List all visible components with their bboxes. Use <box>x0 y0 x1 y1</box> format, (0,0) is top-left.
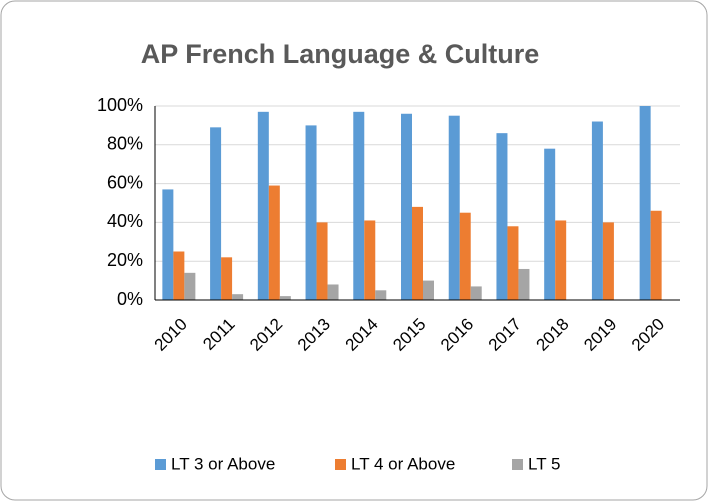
bar <box>268 185 280 300</box>
bar <box>279 296 291 300</box>
bar <box>305 125 317 301</box>
legend-label: LT 4 or Above <box>351 454 455 473</box>
bar <box>459 212 471 300</box>
bar <box>650 210 662 300</box>
legend-label: LT 5 <box>528 454 560 473</box>
bar <box>401 113 412 300</box>
legend-label: LT 3 or Above <box>171 454 275 473</box>
bar <box>518 268 530 300</box>
bar <box>544 148 556 300</box>
bar <box>496 133 508 300</box>
bar <box>364 220 376 300</box>
bar <box>639 106 651 300</box>
bar <box>555 220 567 300</box>
bar <box>412 206 423 300</box>
bar <box>375 290 387 300</box>
legend-swatch <box>512 459 523 470</box>
chart-title: AP French Language & Culture <box>141 39 540 69</box>
legend-swatch <box>335 459 346 470</box>
y-tick-label: 0% <box>117 289 143 309</box>
bar <box>602 222 614 300</box>
bar <box>507 226 519 300</box>
bar <box>210 127 222 300</box>
bar <box>316 222 328 300</box>
bar <box>591 121 603 301</box>
legend-swatch <box>155 459 166 470</box>
y-tick-label: 100% <box>97 95 143 115</box>
bar <box>232 294 244 300</box>
bar <box>353 111 365 300</box>
bar <box>162 189 174 300</box>
bar <box>173 251 185 300</box>
bar <box>423 280 434 300</box>
bar <box>327 284 339 300</box>
y-tick-label: 60% <box>107 172 143 192</box>
y-tick-label: 80% <box>107 134 143 154</box>
bar <box>184 272 196 300</box>
y-tick-label: 20% <box>107 250 143 270</box>
bar <box>470 286 482 300</box>
bar <box>221 257 233 300</box>
y-tick-label: 40% <box>107 211 143 231</box>
bar <box>257 111 269 300</box>
bar <box>448 115 460 300</box>
